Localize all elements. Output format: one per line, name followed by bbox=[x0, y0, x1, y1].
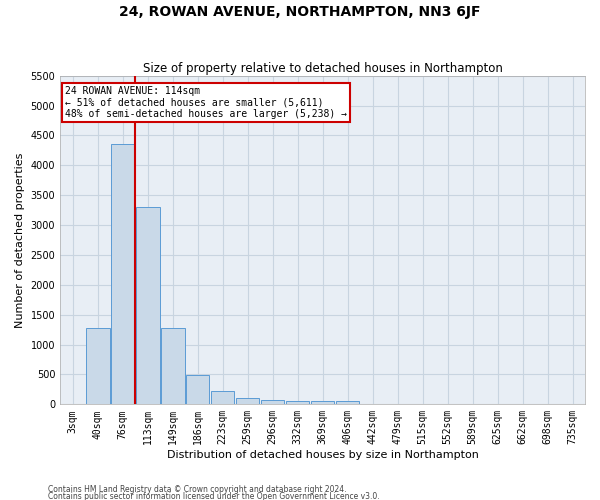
Bar bbox=[286, 400, 310, 404]
Bar bbox=[336, 402, 359, 404]
Bar bbox=[86, 328, 110, 404]
Text: Contains HM Land Registry data © Crown copyright and database right 2024.: Contains HM Land Registry data © Crown c… bbox=[48, 486, 347, 494]
Title: Size of property relative to detached houses in Northampton: Size of property relative to detached ho… bbox=[143, 62, 503, 74]
Bar bbox=[136, 207, 160, 404]
Bar bbox=[211, 391, 235, 404]
Text: 24 ROWAN AVENUE: 114sqm
← 51% of detached houses are smaller (5,611)
48% of semi: 24 ROWAN AVENUE: 114sqm ← 51% of detache… bbox=[65, 86, 347, 118]
X-axis label: Distribution of detached houses by size in Northampton: Distribution of detached houses by size … bbox=[167, 450, 479, 460]
Y-axis label: Number of detached properties: Number of detached properties bbox=[15, 152, 25, 328]
Text: 24, ROWAN AVENUE, NORTHAMPTON, NN3 6JF: 24, ROWAN AVENUE, NORTHAMPTON, NN3 6JF bbox=[119, 5, 481, 19]
Bar bbox=[111, 144, 134, 404]
Bar bbox=[311, 402, 334, 404]
Text: Contains public sector information licensed under the Open Government Licence v3: Contains public sector information licen… bbox=[48, 492, 380, 500]
Bar bbox=[261, 400, 284, 404]
Bar bbox=[186, 375, 209, 404]
Bar bbox=[236, 398, 259, 404]
Bar bbox=[161, 328, 185, 404]
